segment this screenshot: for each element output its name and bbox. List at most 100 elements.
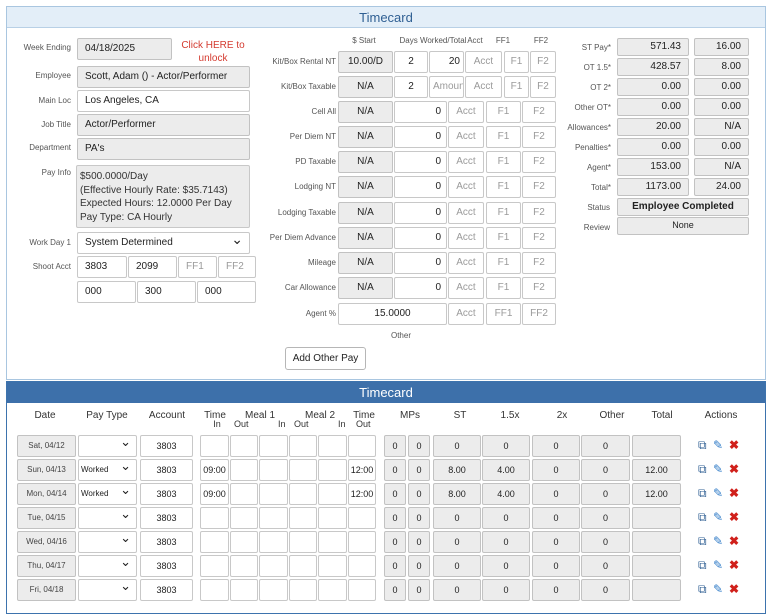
shoot-acct-input[interactable]: 2099: [128, 256, 177, 278]
meal2-out-input[interactable]: [289, 507, 317, 529]
edit-icon[interactable]: ✎: [713, 558, 724, 572]
delete-icon[interactable]: ✖: [729, 558, 740, 572]
amount-input[interactable]: 0: [394, 126, 447, 148]
meal2-in-input[interactable]: [318, 531, 347, 553]
shoot-acct2-input[interactable]: 300: [137, 281, 196, 303]
pay-type-select[interactable]: [78, 435, 137, 457]
meal2-out-input[interactable]: [289, 579, 317, 601]
ff1-input[interactable]: F1: [504, 51, 529, 73]
time-in-input[interactable]: 09:00: [200, 459, 229, 481]
ff1-input[interactable]: F1: [486, 151, 521, 173]
ff2-input[interactable]: F2: [530, 51, 556, 73]
meal1-out-input[interactable]: [230, 531, 258, 553]
meal1-in-input[interactable]: [259, 555, 288, 577]
shoot-ff1-input[interactable]: FF1: [178, 256, 217, 278]
account-input[interactable]: 3803: [140, 555, 193, 577]
ff2-input[interactable]: F2: [522, 202, 556, 224]
copy-icon[interactable]: ⧉: [698, 534, 707, 548]
delete-icon[interactable]: ✖: [729, 534, 740, 548]
amount-input[interactable]: 0: [394, 252, 447, 274]
amount-input[interactable]: 0: [394, 277, 447, 299]
amount-input[interactable]: 0: [394, 101, 447, 123]
edit-icon[interactable]: ✎: [713, 534, 724, 548]
meal2-out-input[interactable]: [289, 555, 317, 577]
acct-input[interactable]: Acct: [448, 252, 484, 274]
acct-input[interactable]: Acct: [448, 151, 484, 173]
account-input[interactable]: 3803: [140, 531, 193, 553]
meal2-in-input[interactable]: [318, 435, 347, 457]
meal1-out-input[interactable]: [230, 555, 258, 577]
ff1-input[interactable]: F1: [486, 126, 521, 148]
account-input[interactable]: 3803: [140, 459, 193, 481]
amount-input[interactable]: 0: [394, 151, 447, 173]
time-out-input[interactable]: [348, 579, 376, 601]
time-in-input[interactable]: 09:00: [200, 483, 229, 505]
ff1-input[interactable]: F1: [486, 277, 521, 299]
meal1-in-input[interactable]: [259, 507, 288, 529]
time-out-input[interactable]: [348, 531, 376, 553]
meal1-out-input[interactable]: [230, 459, 258, 481]
time-in-input[interactable]: [200, 555, 229, 577]
pay-type-select[interactable]: [78, 555, 137, 577]
edit-icon[interactable]: ✎: [713, 438, 724, 452]
time-out-input[interactable]: 12:00: [348, 483, 376, 505]
delete-icon[interactable]: ✖: [729, 510, 740, 524]
acct-input[interactable]: Acct: [448, 176, 484, 198]
ff1-input[interactable]: F1: [486, 252, 521, 274]
days-worked-input[interactable]: 2: [394, 76, 428, 98]
delete-icon[interactable]: ✖: [729, 582, 740, 596]
ff2-input[interactable]: F2: [522, 126, 556, 148]
account-input[interactable]: 3803: [140, 579, 193, 601]
acct-input[interactable]: Acct: [448, 277, 484, 299]
time-out-input[interactable]: 12:00: [348, 459, 376, 481]
ff2-input[interactable]: F2: [522, 151, 556, 173]
copy-icon[interactable]: ⧉: [698, 558, 707, 572]
meal1-out-input[interactable]: [230, 579, 258, 601]
ff1-input[interactable]: F1: [486, 176, 521, 198]
ff2-input[interactable]: F2: [522, 227, 556, 249]
acct-input[interactable]: Acct: [448, 126, 484, 148]
ff1-input[interactable]: F1: [486, 202, 521, 224]
ff2-input[interactable]: F2: [522, 176, 556, 198]
meal2-in-input[interactable]: [318, 483, 347, 505]
unlock-link[interactable]: Click HERE to unlock: [181, 40, 245, 64]
pay-type-select[interactable]: [78, 531, 137, 553]
time-in-input[interactable]: [200, 579, 229, 601]
meal1-in-input[interactable]: [259, 435, 288, 457]
time-in-input[interactable]: [200, 531, 229, 553]
meal2-out-input[interactable]: [289, 531, 317, 553]
add-other-pay-button[interactable]: Add Other Pay: [285, 347, 366, 370]
acct-input[interactable]: Acct: [448, 202, 484, 224]
total-input[interactable]: Amount: [429, 76, 464, 98]
time-in-input[interactable]: [200, 507, 229, 529]
total-input[interactable]: 20: [429, 51, 464, 73]
meal2-out-input[interactable]: [289, 459, 317, 481]
amount-input[interactable]: 0: [394, 202, 447, 224]
acct-input[interactable]: Acct: [448, 101, 484, 123]
copy-icon[interactable]: ⧉: [698, 582, 707, 596]
ff2-input[interactable]: F2: [522, 252, 556, 274]
pay-type-select[interactable]: Worked: [78, 459, 137, 481]
meal1-out-input[interactable]: [230, 483, 258, 505]
meal2-in-input[interactable]: [318, 579, 347, 601]
pay-type-select[interactable]: [78, 579, 137, 601]
shoot-ff2-input[interactable]: FF2: [218, 256, 256, 278]
delete-icon[interactable]: ✖: [729, 486, 740, 500]
meal2-in-input[interactable]: [318, 459, 347, 481]
ff2-input[interactable]: FF2: [522, 303, 556, 325]
edit-icon[interactable]: ✎: [713, 462, 724, 476]
meal2-out-input[interactable]: [289, 483, 317, 505]
delete-icon[interactable]: ✖: [729, 438, 740, 452]
acct-input[interactable]: Acct: [448, 303, 484, 325]
acct-input[interactable]: Acct: [465, 51, 502, 73]
ff2-input[interactable]: F2: [522, 101, 556, 123]
shoot-acct-input[interactable]: 3803: [77, 256, 127, 278]
meal1-in-input[interactable]: [259, 459, 288, 481]
copy-icon[interactable]: ⧉: [698, 486, 707, 500]
meal2-out-input[interactable]: [289, 435, 317, 457]
amount-input[interactable]: 0: [394, 176, 447, 198]
shoot-acct2-input[interactable]: 000: [77, 281, 136, 303]
ff1-input[interactable]: F1: [486, 101, 521, 123]
pay-type-select[interactable]: [78, 507, 137, 529]
meal1-out-input[interactable]: [230, 435, 258, 457]
